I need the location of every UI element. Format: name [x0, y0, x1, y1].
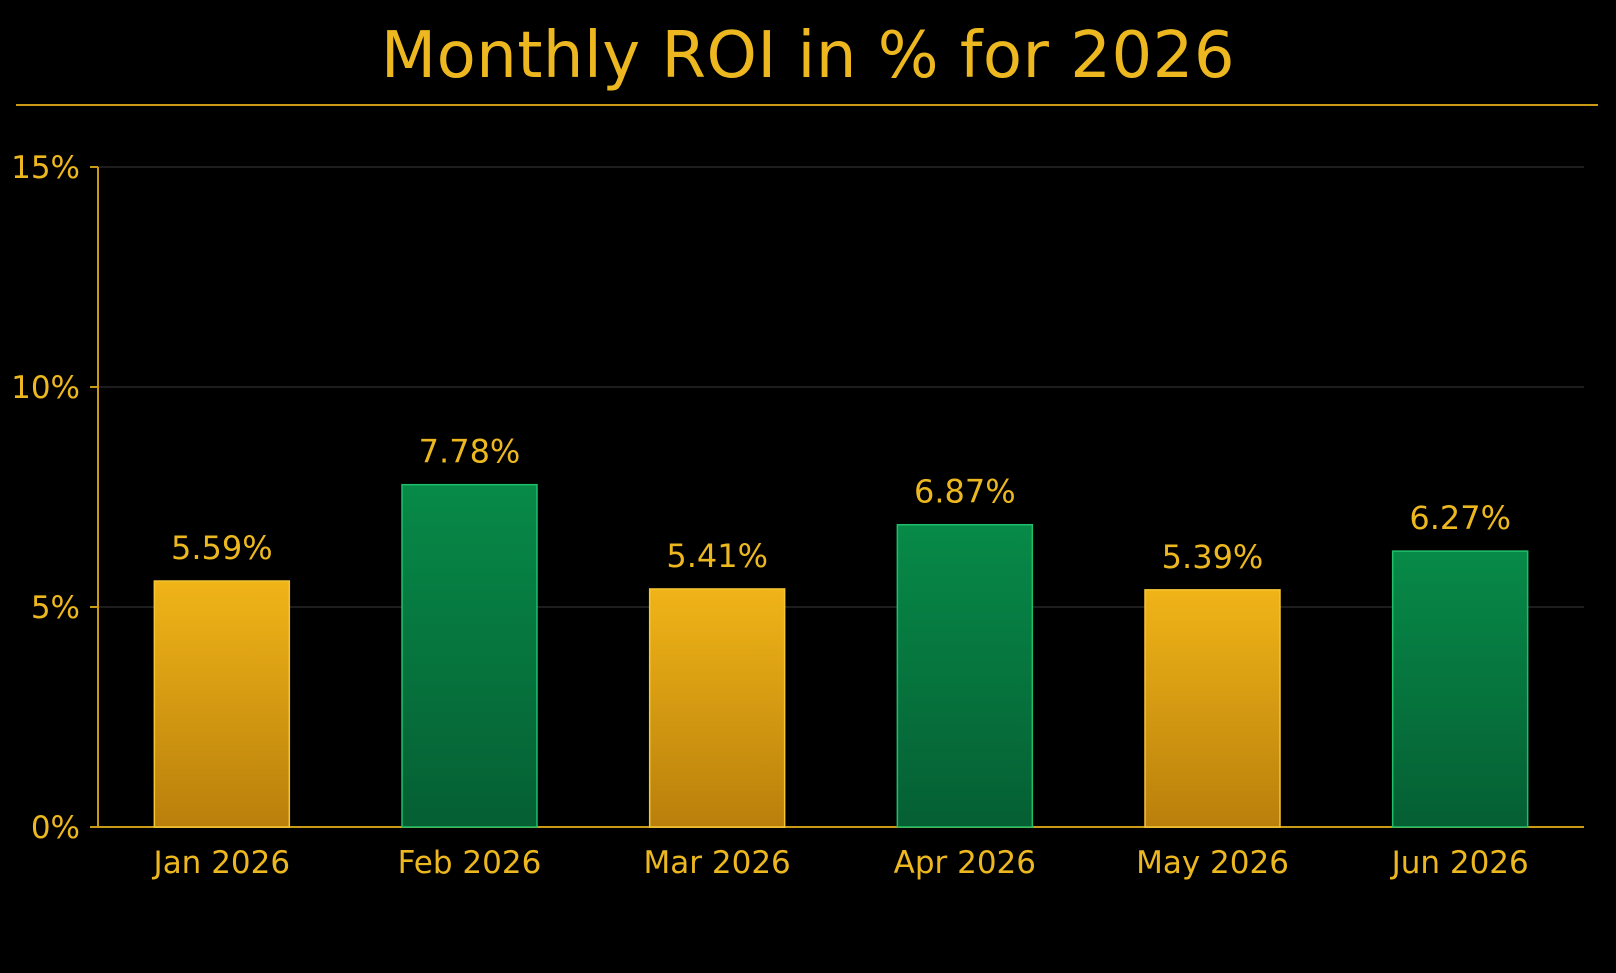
- title-divider: [16, 104, 1598, 106]
- x-tick-label: Feb 2026: [398, 845, 542, 881]
- x-tick-label: Jun 2026: [1390, 845, 1529, 881]
- bar: [896, 523, 1034, 828]
- data-label: 7.78%: [419, 433, 521, 471]
- x-tick-label: Jan 2026: [152, 845, 291, 881]
- bar: [153, 580, 291, 828]
- data-label: 5.41%: [666, 537, 768, 575]
- bar: [401, 483, 538, 828]
- data-label: 6.87%: [914, 473, 1016, 511]
- x-tick-label: May 2026: [1136, 845, 1289, 881]
- gridlines: [98, 166, 1584, 608]
- data-label: 5.39%: [1162, 538, 1264, 576]
- y-tick-label: 5%: [31, 590, 80, 626]
- y-tick-label: 15%: [11, 150, 80, 186]
- y-tick-label: 0%: [31, 810, 80, 846]
- bar: [648, 588, 786, 828]
- labels: 5.59% Jan 2026 7.78% Feb 2026 5.41% Mar 2026 6…: [152, 433, 1529, 881]
- bar: [1391, 550, 1529, 828]
- y-tick-label: 10%: [11, 370, 80, 406]
- chart-title: Monthly ROI in % for 2026: [380, 19, 1236, 93]
- bar: [1144, 589, 1281, 828]
- x-tick-label: Apr 2026: [894, 845, 1036, 881]
- data-label: 6.27%: [1409, 499, 1511, 537]
- x-tick-label: Mar 2026: [644, 845, 791, 881]
- axes: 0% 5% 10% 15%: [11, 150, 1584, 846]
- data-label: 5.59%: [171, 529, 273, 567]
- bars: [153, 483, 1529, 828]
